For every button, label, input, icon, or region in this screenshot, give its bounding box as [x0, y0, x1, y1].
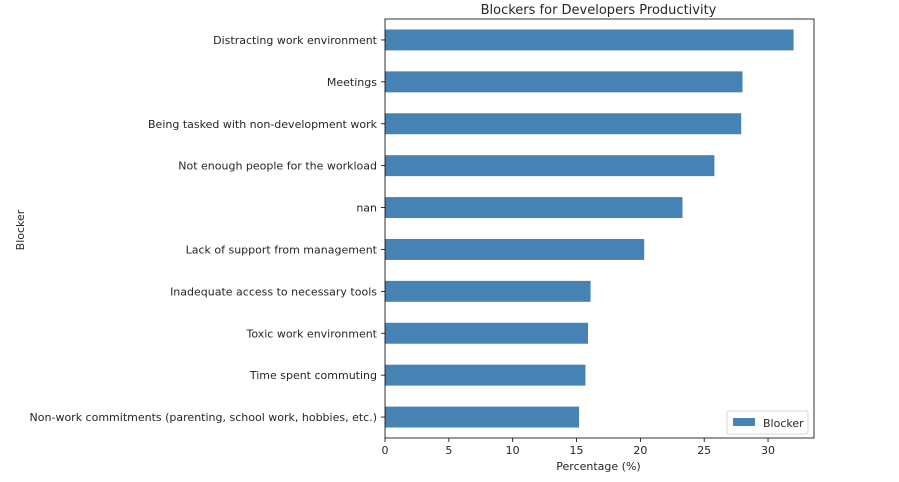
bar	[385, 113, 742, 135]
bar	[385, 406, 580, 428]
y-tick-label: Not enough people for the workload	[178, 160, 377, 173]
x-tick-label: 10	[506, 444, 520, 457]
y-tick-label: nan	[356, 202, 377, 215]
y-tick-label: Being tasked with non-development work	[148, 118, 378, 131]
y-tick-label: Non-work commitments (parenting, school …	[30, 411, 377, 424]
bar	[385, 364, 586, 386]
x-tick-label: 0	[382, 444, 389, 457]
bar	[385, 71, 743, 93]
bar	[385, 197, 683, 219]
y-tick-label: Distracting work environment	[213, 34, 378, 47]
x-ticks: 0 5 10 15 20 25 30	[382, 438, 775, 457]
bar	[385, 322, 589, 344]
y-tick-label: Time spent commuting	[249, 369, 377, 382]
chart-title: Blockers for Developers Productivity	[481, 3, 717, 18]
y-tick-labels: Distracting work environment Meetings Bein…	[30, 34, 385, 424]
y-tick-label: Inadequate access to necessary tools	[170, 285, 377, 298]
bar	[385, 280, 591, 302]
x-tick-label: 30	[761, 444, 775, 457]
bar	[385, 29, 794, 51]
legend-label: Blocker	[763, 417, 804, 430]
legend-frame	[726, 410, 809, 435]
y-axis-label: Blocker	[14, 209, 27, 250]
y-tick-label: Lack of support from management	[186, 243, 378, 256]
bar	[385, 155, 715, 177]
x-tick-label: 25	[697, 444, 711, 457]
bars	[385, 29, 794, 428]
legend-swatch	[733, 418, 755, 426]
x-tick-label: 15	[570, 444, 584, 457]
x-axis-label: Percentage (%)	[556, 460, 640, 473]
x-tick-label: 20	[633, 444, 647, 457]
legend: Blocker	[726, 410, 809, 435]
plot-frame	[384, 18, 815, 439]
bar	[385, 238, 645, 260]
y-tick-label: Toxic work environment	[245, 327, 377, 340]
x-tick-label: 5	[445, 444, 452, 457]
y-tick-label: Meetings	[327, 76, 377, 89]
